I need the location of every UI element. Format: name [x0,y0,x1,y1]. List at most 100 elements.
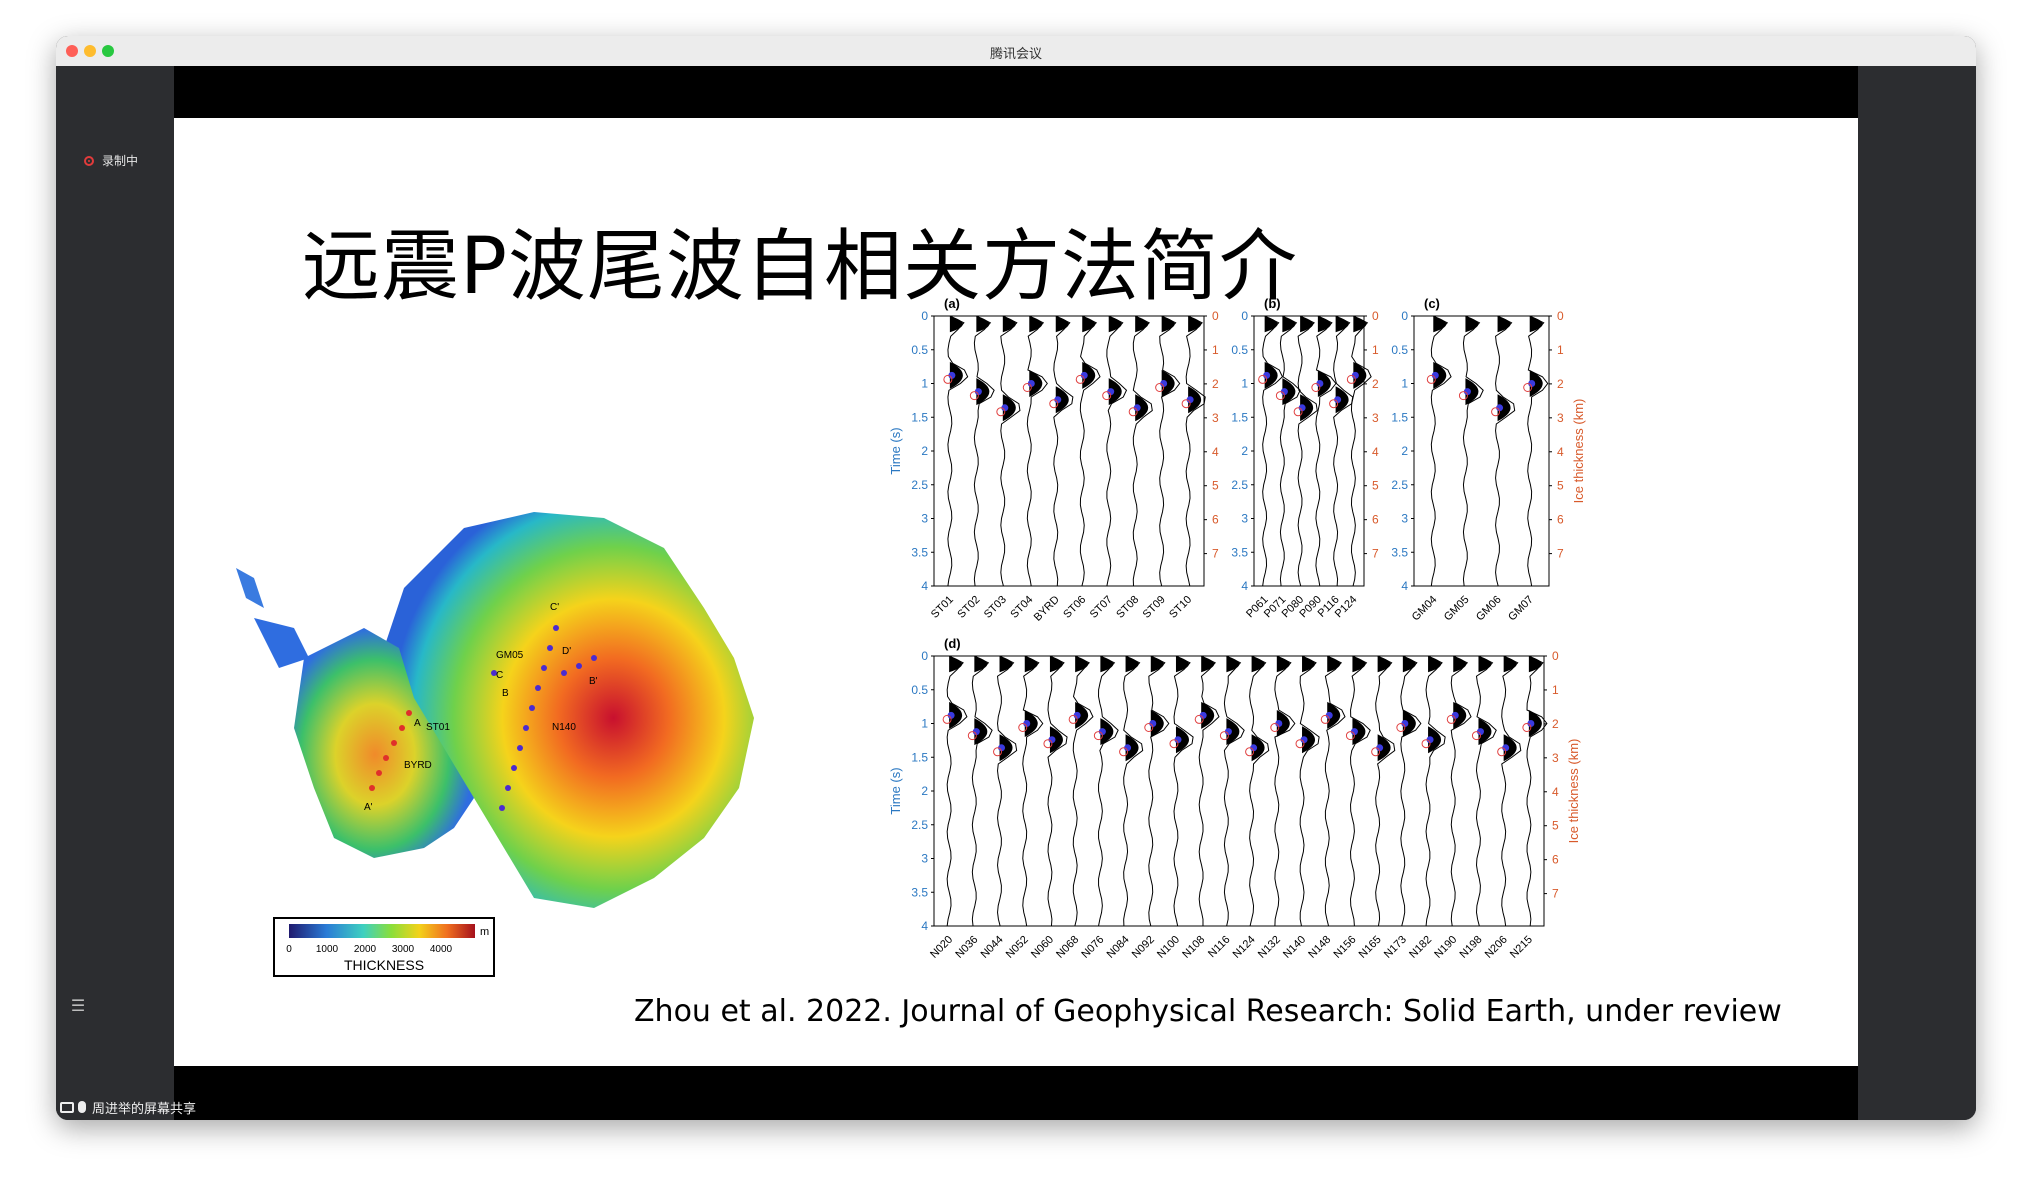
waveform-peak [1188,316,1202,333]
waveform-peak [1161,316,1175,333]
station-label: N132 [1256,934,1283,961]
station-label: N044 [979,934,1006,961]
screen-share-indicator[interactable]: 周进举的屏幕共享 [56,1094,196,1120]
waveform-trace [1079,315,1101,587]
waveform-trace [1475,655,1497,927]
time-tick: 2 [1241,444,1248,458]
ice-thickness-marker [969,391,979,401]
station-label: N190 [1432,934,1459,961]
list-icon[interactable]: ☰ [70,996,86,1015]
map-label: BYRD [404,760,432,771]
waveform-trace [1274,655,1296,927]
waveform-trace [1400,655,1422,927]
fullscreen-window-button[interactable] [102,45,114,57]
waveform-peak [1428,656,1442,673]
waveform-peak [1161,370,1175,397]
waveform-peak [1352,718,1366,746]
pick-marker [1280,388,1288,396]
pick-marker [1048,736,1056,744]
time-tick: 2.5 [911,818,928,832]
ice-thickness-marker [1155,383,1165,392]
waveform-trace [946,655,968,927]
time-tick: 2 [921,444,928,458]
ice-tick: 1 [1212,343,1219,357]
window-title: 腾讯会议 [989,47,1042,62]
time-tick: 1.5 [1391,410,1408,424]
shared-screen-area: 远震P波尾波自相关方法简介 [174,66,1858,1120]
pick-marker [1496,404,1504,412]
ice-thickness-marker [1219,731,1229,741]
ice-thickness-marker [1018,723,1028,732]
waveform-trace [1106,315,1128,587]
ice-thickness-marker [1491,407,1501,417]
ice-thickness-marker [993,747,1003,757]
waveform-peak [1100,656,1114,673]
colorbar-tick: 2000 [354,944,377,955]
map-label: ST01 [426,722,450,733]
panel-label: (c) [1424,298,1440,311]
minimize-window-button[interactable] [84,45,96,57]
waveform-peak [1276,656,1290,673]
time-tick: 1 [921,377,928,391]
waveform-trace [1198,655,1220,927]
station-label: ST04 [1008,594,1035,621]
map-label: C [496,670,503,681]
station-label: N215 [1508,934,1535,961]
time-tick: 0.5 [1391,343,1408,357]
waveform-peak [1528,656,1542,673]
ice-thickness-marker [1275,391,1285,401]
waveform-peak [1453,656,1467,673]
station-label: N140 [1281,934,1308,961]
waveform-peak [1433,316,1447,333]
waveform-peak [1108,378,1122,406]
waveform-peak [1465,316,1479,333]
ice-thickness-marker [1194,714,1204,724]
ice-tick: 6 [1212,513,1219,527]
waveform-peak [1082,361,1096,389]
ice-tick: 4 [1372,445,1379,459]
waveform-trace [1249,655,1270,927]
waveform-peak [1125,734,1139,762]
ice-thickness-marker [1446,714,1456,724]
ice-thickness-marker [1320,714,1330,724]
station-label: ST10 [1167,594,1194,621]
time-tick: 3.5 [911,885,928,899]
waveform-peak [1377,734,1391,762]
ice-thickness-marker [1075,374,1085,384]
ice-thickness-marker [1458,391,1468,401]
close-window-button[interactable] [66,45,78,57]
waveform-peak [1024,710,1038,737]
colorbar-unit: m [480,926,489,938]
waveform-trace [1047,655,1068,927]
waveform-trace [1173,655,1194,927]
share-label: 周进举的屏幕共享 [92,1101,197,1117]
waveform-trace [1132,315,1153,587]
panel-label: (a) [944,298,960,311]
waveform-peak [1125,656,1139,673]
citation: Zhou et al. 2022. Journal of Geophysical… [634,994,1782,1029]
ice-thickness-marker [1329,399,1339,409]
waveform-trace [1053,315,1074,587]
waveform-peak [1201,701,1215,729]
time-tick: 2.5 [1231,478,1248,492]
recording-indicator[interactable]: 录制中 [84,152,138,169]
station-label: ST09 [1141,594,1168,621]
waveform-trace [1375,655,1396,927]
waveform-peak [1497,316,1511,333]
waveform-peak [1150,710,1164,737]
ice-tick: 5 [1212,479,1219,493]
colorbar-label: THICKNESS [344,957,424,973]
waveform-peak [976,316,990,333]
waveform-peak [1002,394,1016,422]
waveform-trace [1350,655,1371,927]
pick-marker [1527,720,1535,727]
map-label: B' [589,676,598,687]
waveform-peak [1188,386,1202,414]
station-label: N108 [1180,934,1207,961]
time-tick: 1 [1401,377,1408,391]
waveform-peak [1402,656,1416,673]
waveform-peak [1135,394,1149,422]
waveform-trace [1527,315,1549,587]
waveform-peak [1282,316,1296,333]
ice-tick: 3 [1212,411,1219,425]
